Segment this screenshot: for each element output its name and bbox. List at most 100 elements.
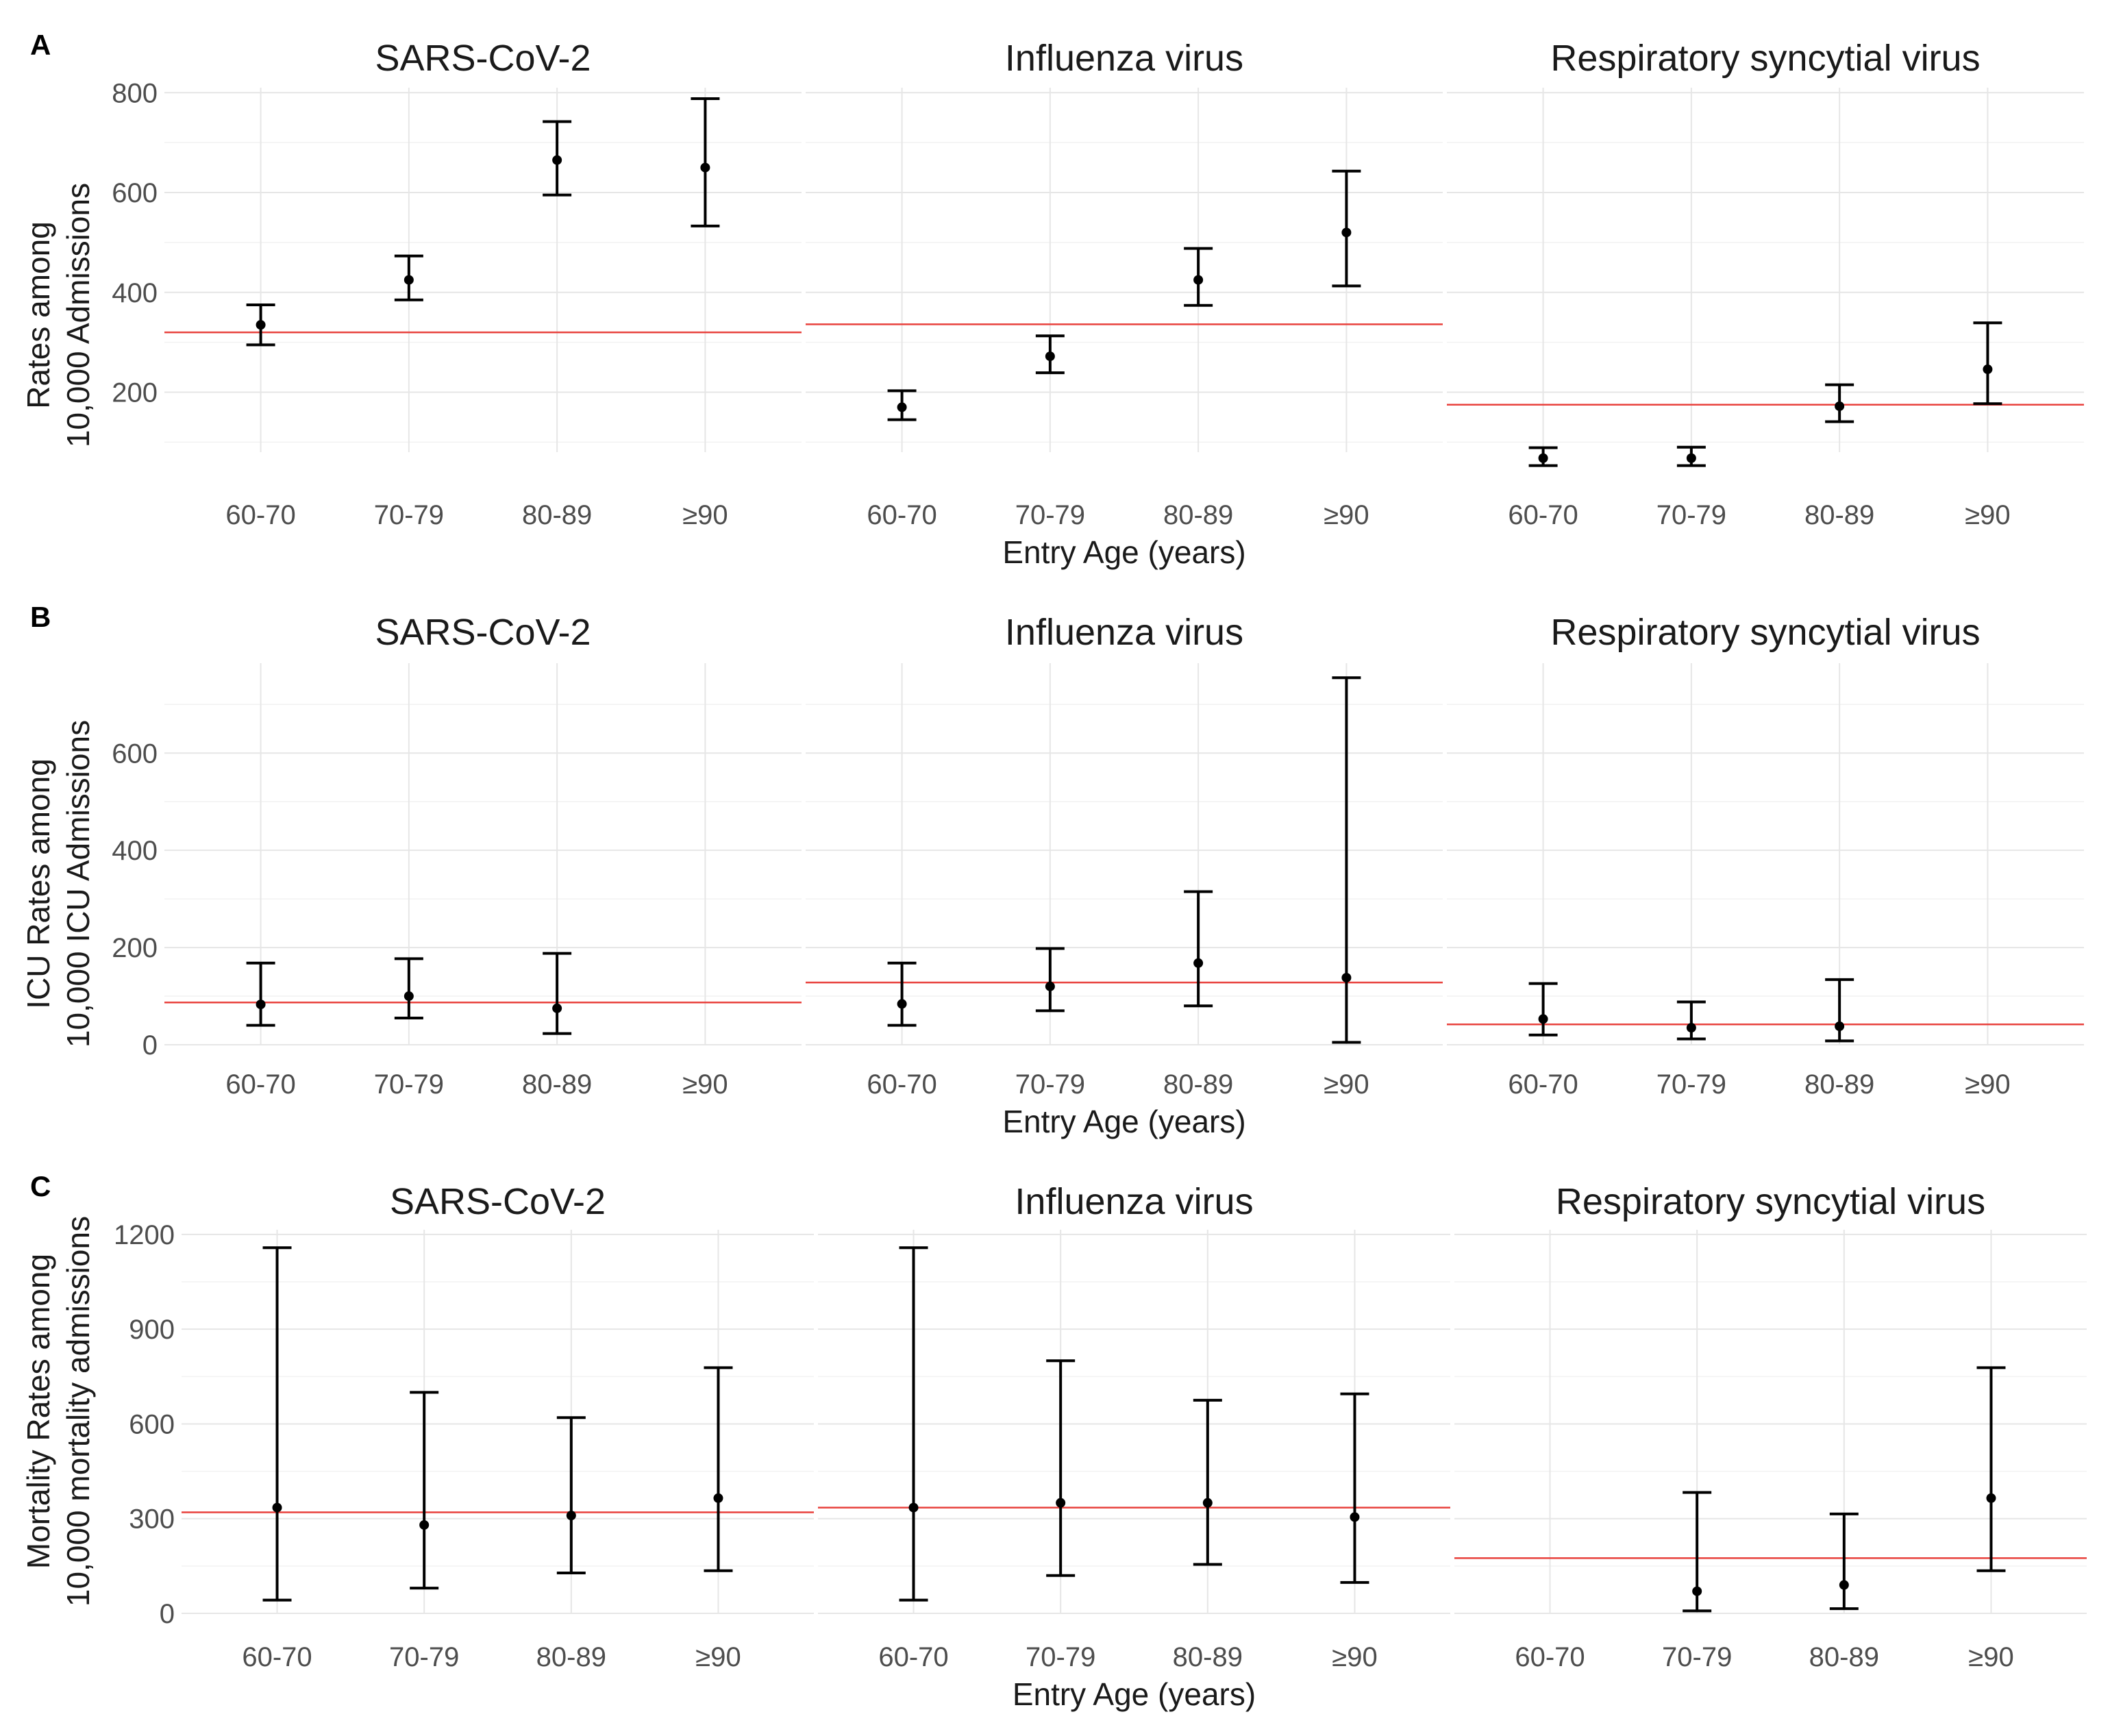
panel-letter-b: B bbox=[30, 601, 51, 633]
x-axis-label: Entry Age (years) bbox=[1002, 534, 1245, 570]
error-bar bbox=[1046, 1359, 1076, 1577]
error-bar bbox=[543, 952, 572, 1035]
y-tick-label: 200 bbox=[112, 378, 158, 408]
data-point bbox=[404, 275, 414, 285]
error-bar bbox=[1340, 1392, 1369, 1584]
x-tick-label: 80-89 bbox=[1163, 1069, 1233, 1100]
y-tick-label: 600 bbox=[112, 739, 158, 769]
error-bar bbox=[691, 97, 720, 227]
x-tick-label: 60-70 bbox=[1508, 500, 1578, 530]
facet-b-2: Influenza virus 60-70 70-79 80-89 ≥90 bbox=[806, 612, 1443, 1100]
error-bar bbox=[1035, 947, 1065, 1013]
error-bar bbox=[1825, 383, 1854, 423]
facet-a-3: Respiratory syncytial virus 60-70 70-79 80-… bbox=[1447, 38, 2084, 530]
x-tick-label: ≥90 bbox=[1965, 1069, 2010, 1100]
x-tick-label: 70-79 bbox=[1656, 1069, 1726, 1100]
x-tick-label: 80-89 bbox=[1809, 1642, 1879, 1672]
x-tick-label: 70-79 bbox=[374, 1069, 444, 1100]
error-bar bbox=[1825, 978, 1854, 1043]
x-tick-label: ≥90 bbox=[695, 1642, 741, 1672]
x-tick-label: ≥90 bbox=[682, 500, 728, 530]
facet-title: Respiratory syncytial virus bbox=[1550, 38, 1980, 79]
error-bar bbox=[1193, 1398, 1222, 1566]
x-tick-label: ≥90 bbox=[1332, 1642, 1377, 1672]
y-axis-label-line: Rates among bbox=[21, 221, 56, 409]
x-tick-label: 60-70 bbox=[867, 1069, 936, 1100]
x-axis-label: Entry Age (years) bbox=[1002, 1104, 1245, 1139]
data-point bbox=[1983, 364, 1993, 375]
facet-title: Influenza virus bbox=[1005, 38, 1243, 79]
y-tick-label: 600 bbox=[112, 178, 158, 208]
x-tick-label: 60-70 bbox=[225, 500, 295, 530]
error-bar bbox=[704, 1366, 733, 1572]
error-bar bbox=[1184, 247, 1213, 307]
data-point bbox=[1835, 401, 1845, 411]
x-tick-label: ≥90 bbox=[1324, 1069, 1369, 1100]
data-point bbox=[1986, 1493, 1996, 1503]
error-bar bbox=[1976, 1366, 2006, 1572]
data-point bbox=[1686, 1023, 1696, 1033]
facet-title: Respiratory syncytial virus bbox=[1556, 1181, 1985, 1222]
facet-title: SARS-CoV-2 bbox=[375, 612, 591, 653]
x-tick-label: 70-79 bbox=[389, 1642, 459, 1672]
x-tick-label: 60-70 bbox=[242, 1642, 312, 1672]
error-bar bbox=[1184, 890, 1213, 1008]
error-bar bbox=[1035, 334, 1065, 375]
error-bar bbox=[1676, 445, 1706, 467]
y-tick-label: 600 bbox=[129, 1409, 175, 1439]
data-point bbox=[1341, 227, 1352, 238]
error-bar bbox=[1973, 321, 2002, 406]
data-point bbox=[713, 1493, 723, 1503]
y-axis-label-line: 10,000 Admissions bbox=[60, 183, 96, 447]
data-point bbox=[897, 402, 907, 412]
error-bar bbox=[1676, 1000, 1706, 1041]
error-bar bbox=[556, 1416, 586, 1575]
error-bar bbox=[543, 120, 572, 197]
x-tick-label: 60-70 bbox=[1508, 1069, 1578, 1100]
y-axis-label-line: 10,000 ICU Admissions bbox=[60, 720, 96, 1047]
error-bar bbox=[1829, 1512, 1859, 1611]
x-tick-label: 80-89 bbox=[522, 500, 592, 530]
facet-title: SARS-CoV-2 bbox=[375, 38, 591, 79]
x-tick-label: ≥90 bbox=[1968, 1642, 2013, 1672]
x-tick-label: 80-89 bbox=[1804, 1069, 1874, 1100]
facet-c-3: Respiratory syncytial virus 60-70 70-79 80-… bbox=[1454, 1181, 2087, 1672]
error-bar bbox=[899, 1246, 928, 1602]
y-tick-label: 1200 bbox=[114, 1220, 175, 1250]
x-tick-label: 70-79 bbox=[1662, 1642, 1732, 1672]
data-point bbox=[404, 991, 414, 1002]
data-point bbox=[1686, 453, 1696, 463]
y-tick-label: 0 bbox=[160, 1599, 175, 1629]
x-tick-label: 70-79 bbox=[374, 500, 444, 530]
data-point bbox=[1692, 1586, 1702, 1596]
data-point bbox=[1193, 958, 1204, 968]
data-point bbox=[700, 162, 710, 173]
y-tick-label: 400 bbox=[112, 278, 158, 308]
x-tick-label: 80-89 bbox=[522, 1069, 592, 1100]
data-point bbox=[1538, 453, 1548, 463]
y-tick-label: 200 bbox=[112, 933, 158, 963]
x-axis-label: Entry Age (years) bbox=[1013, 1676, 1256, 1712]
facet-title: SARS-CoV-2 bbox=[390, 1181, 606, 1222]
x-tick-label: 70-79 bbox=[1015, 1069, 1085, 1100]
data-point bbox=[1538, 1014, 1548, 1024]
error-bar bbox=[410, 1391, 439, 1590]
error-bar bbox=[1332, 169, 1361, 288]
error-bar bbox=[1332, 676, 1361, 1044]
y-axis-label-line: Mortality Rates among bbox=[21, 1254, 56, 1569]
error-bar bbox=[246, 961, 275, 1027]
facet-c-1: SARS-CoV-2 0 300 600 900 1200 60-70 70-79 80-89 ≥… bbox=[114, 1181, 814, 1672]
data-point bbox=[552, 155, 562, 165]
data-point bbox=[256, 1000, 266, 1010]
y-tick-label: 900 bbox=[129, 1315, 175, 1345]
y-tick-label: 400 bbox=[112, 836, 158, 866]
panel-a: A Rates among 10,000 Admissions SARS-CoV-2 2… bbox=[21, 29, 2084, 570]
panel-letter-a: A bbox=[30, 29, 51, 61]
y-axis-label-line: ICU Rates among bbox=[21, 758, 56, 1009]
data-point bbox=[1045, 351, 1055, 362]
data-point bbox=[1839, 1580, 1849, 1590]
facet-title: Influenza virus bbox=[1005, 612, 1243, 653]
x-tick-label: 60-70 bbox=[1515, 1642, 1585, 1672]
x-tick-label: 80-89 bbox=[1163, 500, 1233, 530]
